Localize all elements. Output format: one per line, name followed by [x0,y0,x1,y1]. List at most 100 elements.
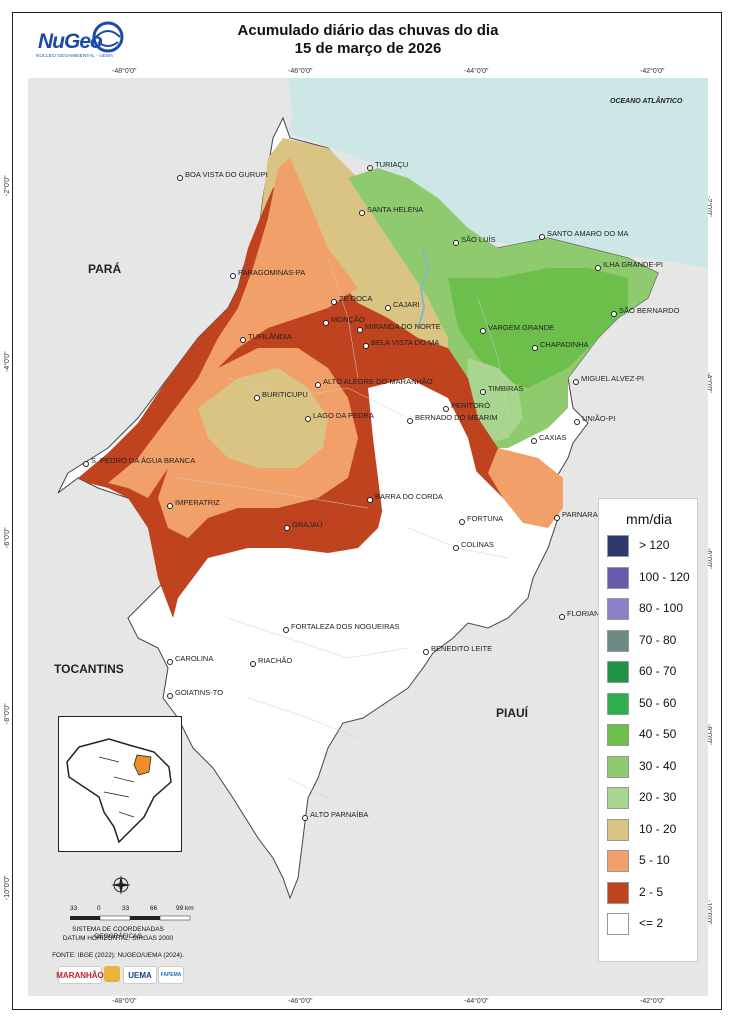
city-marker-icon [453,240,459,246]
city-label: SÃO LUÍS [461,235,496,244]
city-label: TIMBIRAS [488,384,524,393]
coord-left-5: -10°0'0" [4,875,11,900]
city-marker-icon [177,175,183,181]
city-marker-icon [531,438,537,444]
city-label: GOIATINS-TO [175,688,224,697]
city-label: CAXIAS [539,433,567,442]
city-marker-icon [363,343,369,349]
city-label: IMPERATRIZ [175,498,220,507]
city-marker-icon [480,328,486,334]
scale-bar [70,915,191,921]
brazil-outline [66,738,172,844]
city-marker-icon [573,379,579,385]
zone-5-10 [108,158,358,498]
city-label: SANTA HELENA [367,205,424,214]
city-label: ZÉ DOCA [339,294,373,303]
coord-left-3: -6°0'0" [4,527,11,548]
city-label: COLINAS [461,540,494,549]
legend-swatch [607,787,629,809]
legend-label: 80 - 100 [639,601,684,615]
city-marker-icon [611,311,617,317]
legend-swatch [607,598,629,620]
city-marker-icon [250,661,256,667]
legend-item: 20 - 30 [607,787,697,809]
logo-text: NuGeo [38,30,103,53]
city-label: VARGEM GRANDE [488,323,555,332]
coord-top-4: -42°0'0" [640,68,665,75]
city-marker-icon [167,659,173,665]
city-marker-icon [443,406,449,412]
city-marker-icon [595,265,601,271]
legend-swatch [607,913,629,935]
city-marker-icon [240,337,246,343]
legend-item: 60 - 70 [607,661,697,683]
coord-top-2: -46°0'0" [288,68,313,75]
scale-tick-4: 66 [150,905,158,912]
city-label: SANTO AMARO DO MA [547,229,629,238]
coord-top-3: -44°0'0" [464,68,489,75]
legend-item: 2 - 5 [607,881,697,904]
legend-swatch [607,629,629,652]
city-marker-icon [305,416,311,422]
legend-swatch [607,850,629,872]
legend-item: 5 - 10 [607,850,697,872]
coord-left-2: -4°0'0" [4,351,11,372]
scale-tick-3: 33 [122,905,130,912]
city-marker-icon [423,649,429,655]
city-label: ALTO PARNAÍBA [310,810,369,819]
scale-tick-1: 33 [70,905,78,912]
city-label: ALTO ALEGRE DO MARANHÃO [323,377,433,386]
city-label: TUFILÂNDIA [248,332,292,341]
coord-left-4: -8°0'0" [4,703,11,724]
city-marker-icon [283,627,289,633]
city-label: BURITICUPU [262,390,308,399]
city-label: FORTUNA [467,514,504,523]
legend-label: 20 - 30 [639,790,677,804]
legend-label: 2 - 5 [639,884,664,899]
bay-river [417,247,430,329]
city-marker-icon [385,305,391,311]
city-marker-icon [284,525,290,531]
datum: DATUM HORIZONTAL: SIRGAS 2000 [62,935,174,942]
city-marker-icon [167,693,173,699]
city-marker-icon [554,515,560,521]
coord-bottom-3: -44°0'0" [464,998,489,1005]
city-label: BARRA DO CORDA [375,492,443,501]
coordinate-system: SISTEMA DE COORDENADAS GEOGRÁFICAS [72,926,164,940]
partner-maranhao: MARANHÃO [56,966,104,984]
city-label: CHAPADINHA [540,340,589,349]
legend-item: 100 - 120 [607,566,697,589]
city-label: BENEDITO LEITE [431,644,493,653]
region-piaui: PIAUÍ [496,706,529,720]
legend-swatch [607,755,629,778]
city-label: FLORIANO [567,609,606,618]
legend-swatch [607,724,629,746]
partner-fapema: FAPEMA [158,966,184,984]
city-label: SÃO BERNARDO [619,306,680,315]
region-para: PARÁ [88,262,122,276]
legend-item: 40 - 50 [607,724,697,746]
legend-item: 30 - 40 [607,755,697,778]
source-text: FONTE: IBGE (2022); NUGEO/UEMA (2024). [52,952,184,959]
legend-swatch [607,881,629,904]
legend-label: <= 2 [639,916,664,930]
legend-swatch [607,818,629,841]
map-date: 15 de março de 2026 [294,40,442,57]
legend-swatch [607,661,629,683]
region-tocantins: TOCANTINS [54,662,124,676]
city-marker-icon [532,345,538,351]
legend-label: > 120 [639,538,670,552]
city-label: GRAJAÚ [292,520,323,529]
partner-uema: UEMA [123,966,157,984]
city-marker-icon [357,327,363,333]
legend: mm/dia > 120 100 - 120 80 - 100 70 - 80 60 -… [598,498,698,962]
coord-left-1: -2°0'0" [4,175,11,196]
city-marker-icon [302,815,308,821]
legend-title: mm/dia [626,511,672,527]
city-label: TURIAÇU [375,160,409,169]
legend-item: 10 - 20 [607,818,697,841]
inset-map [58,716,182,852]
state-highlight [133,754,152,776]
city-label: CAJARI [393,300,420,309]
legend-label: 70 - 80 [639,632,677,647]
